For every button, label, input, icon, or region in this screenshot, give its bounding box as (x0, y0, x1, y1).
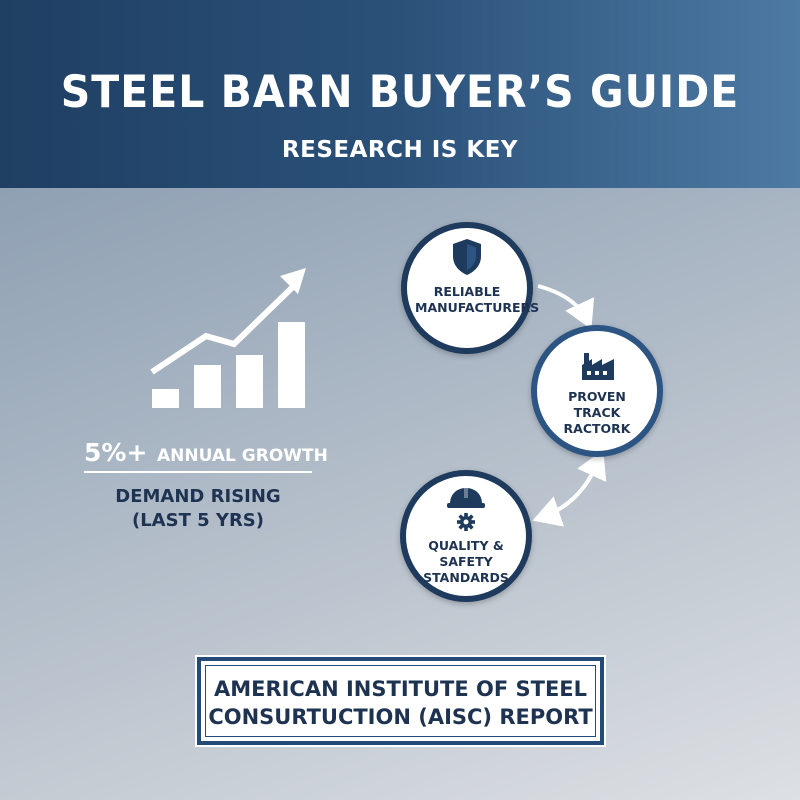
arrow-step2-to-step3 (532, 449, 607, 527)
page-title: STEEL BARN BUYER’S GUIDE (60, 66, 740, 118)
growth-chart-icon (150, 268, 306, 408)
step-label-line: PROVEN (568, 389, 626, 404)
step-label-line: QUALITY & (428, 538, 504, 553)
step-label-line: TRACK (573, 405, 621, 420)
step-quality-safety-standards: QUALITY & SAFETY STANDARDS (400, 470, 532, 602)
source-citation: AMERICAN INSTITUTE OF STEEL CONSURTUCTIO… (201, 675, 600, 731)
growth-label: ANNUAL GROWTH (156, 446, 328, 466)
source-citation-box: AMERICAN INSTITUTE OF STEEL CONSURTUCTIO… (195, 655, 606, 747)
step-label-line: RACTORK (563, 421, 631, 436)
step-reliable-manufacturers: RELIABLE MANUFACTURERS (401, 222, 540, 354)
source-box-inner-border (205, 665, 596, 737)
gear-icon (457, 513, 475, 531)
demand-line-1: DEMAND RISING (115, 486, 281, 507)
growth-bar (236, 355, 263, 408)
demand-line-2: (LAST 5 YRS) (131, 510, 264, 531)
arrow-step1-to-step2 (537, 284, 595, 330)
step-label-line: STANDARDS (423, 570, 509, 585)
hard-hat-gear-icon (447, 488, 485, 531)
growth-stat: 5%+ ANNUAL GROWTH (84, 438, 328, 467)
trend-line (150, 277, 303, 375)
factory-icon (582, 353, 614, 380)
header-banner: STEEL BARN BUYER’S GUIDE RESEARCH IS KEY (0, 0, 800, 188)
growth-bar (278, 322, 305, 408)
growth-value: 5%+ (84, 438, 148, 467)
source-line-1: AMERICAN INSTITUTE OF STEEL (213, 677, 588, 701)
trend-arrowhead (280, 268, 306, 294)
shield-icon (453, 239, 481, 275)
growth-divider (84, 471, 312, 473)
source-line-2: CONSURTUCTION (AISC) REPORT (208, 705, 593, 729)
step-label-line: MANUFACTURERS (415, 300, 540, 315)
step-label-line: SAFETY (439, 554, 493, 569)
growth-bar (152, 389, 179, 408)
page-subtitle: RESEARCH IS KEY (281, 137, 519, 163)
demand-note: DEMAND RISING (LAST 5 YRS) (84, 485, 312, 533)
step-proven-track-record: PROVEN TRACK RACTORK (531, 325, 663, 457)
step-label-line: RELIABLE (433, 284, 501, 299)
growth-bar (194, 365, 221, 408)
